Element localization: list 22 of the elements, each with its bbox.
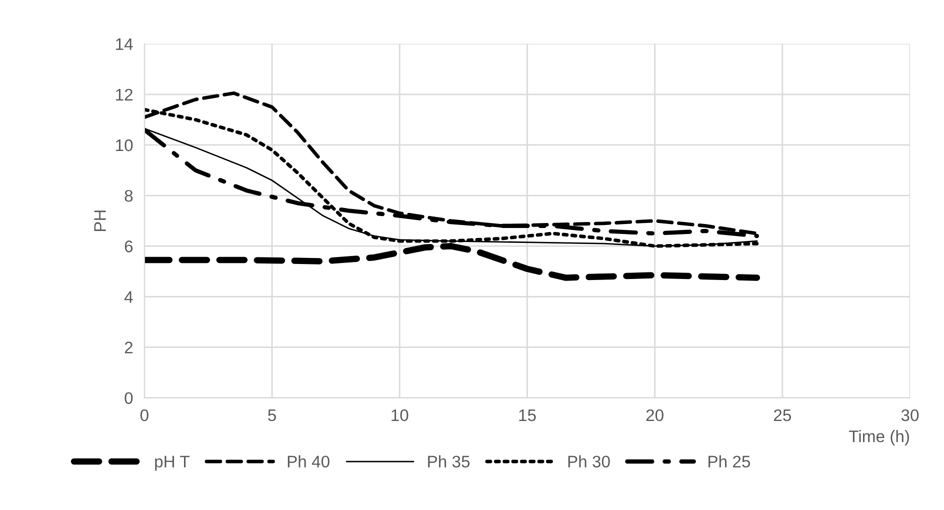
legend-label: pH T [155,456,190,471]
y-tick-label: 12 [116,88,132,100]
x-tick-label: 15 [519,410,536,422]
x-tick-label: 20 [646,409,664,422]
x-tick-label: 0 [140,409,148,422]
y-tick-label: 6 [124,240,133,252]
y-axis-title: PH [94,210,106,232]
legend-label: Ph 35 [428,455,470,468]
y-tick-label: 8 [124,190,133,202]
x-tick-label: 25 [774,409,791,422]
y-tick-label: 4 [124,291,133,303]
y-tick-label: 10 [116,139,133,152]
y-tick-label: 14 [116,38,133,50]
x-axis-title: Time (h) [848,430,909,446]
y-tick-label: 2 [124,342,132,354]
x-tick-label: 30 [901,409,919,422]
y-tick-label: 0 [124,392,133,404]
x-tick-label: 5 [268,410,276,422]
legend-label: Ph 30 [568,455,610,468]
legend-label: Ph 25 [708,455,750,468]
legend-label: Ph 40 [288,455,330,468]
x-tick-label: 10 [392,409,408,422]
